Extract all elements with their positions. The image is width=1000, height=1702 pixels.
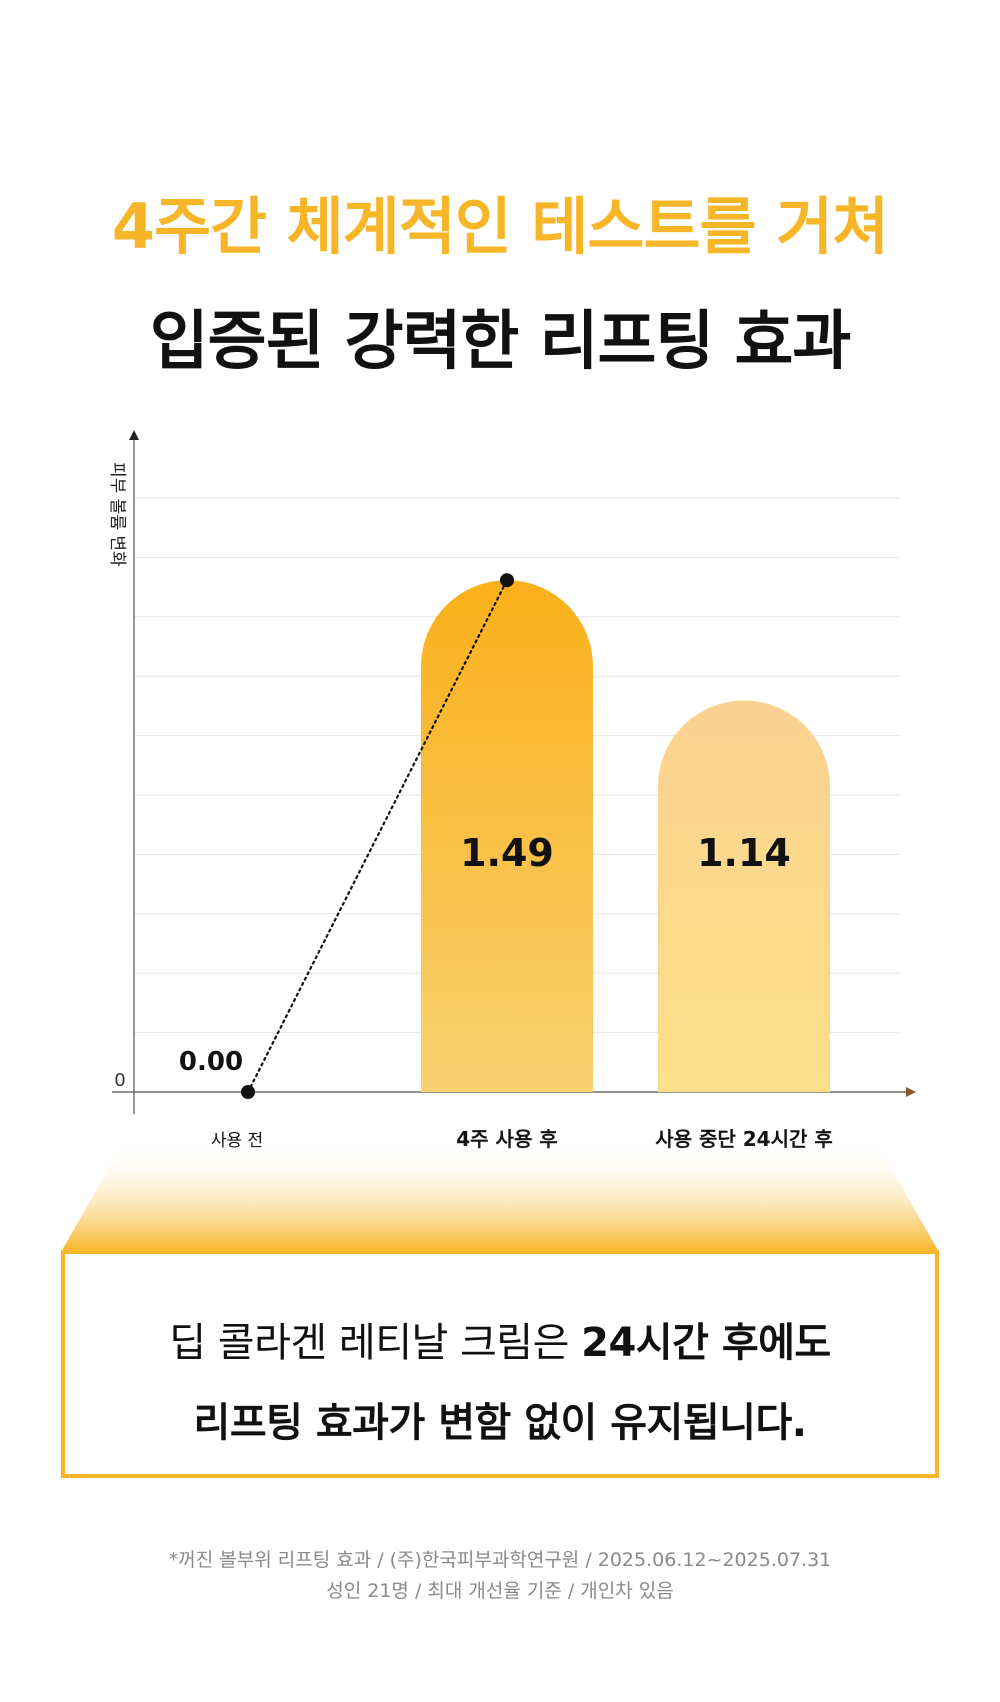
bar-2 <box>658 700 830 1092</box>
headline-line2: 입증된 강력한 리프팅 효과 <box>149 305 852 379</box>
bar-value-label-2: 1.14 <box>697 831 791 875</box>
trend-line <box>246 579 509 1094</box>
x-axis-arrow <box>906 1087 916 1097</box>
y-zero-label: 0 <box>114 1070 125 1091</box>
bar-value-label-1: 1.49 <box>460 831 554 875</box>
callout-line1-normal: 딥 콜라겐 레티날 크림은 <box>169 1320 582 1366</box>
y-axis-label: 피부 볼륨 변화 <box>107 462 127 567</box>
callout-line1-bold: 24시간 후에도 <box>581 1320 831 1366</box>
y-axis-arrow <box>129 430 139 440</box>
bar-1 <box>421 580 593 1092</box>
callout-line1: 딥 콜라겐 레티날 크림은 24시간 후에도 <box>65 1310 935 1368</box>
callout-box: 딥 콜라겐 레티날 크림은 24시간 후에도 리프팅 효과가 변함 없이 유지됩… <box>61 1250 939 1478</box>
headline-line1: 4주간 체계적인 테스트를 거쳐 <box>111 190 889 263</box>
bar-value-label-0: 0.00 <box>179 1047 243 1077</box>
trend-point-0 <box>241 1085 255 1099</box>
callout-spotlight <box>61 1140 939 1252</box>
footnote-line2: 성인 21명 / 최대 개선율 기준 / 개인차 있음 <box>326 1580 674 1602</box>
callout-line2: 리프팅 효과가 변함 없이 유지됩니다. <box>193 1400 807 1446</box>
footnote-line1: *꺼진 볼부위 리프팅 효과 / (주)한국피부과학연구원 / 2025.06.… <box>168 1549 832 1571</box>
trend-point-1 <box>500 573 514 588</box>
